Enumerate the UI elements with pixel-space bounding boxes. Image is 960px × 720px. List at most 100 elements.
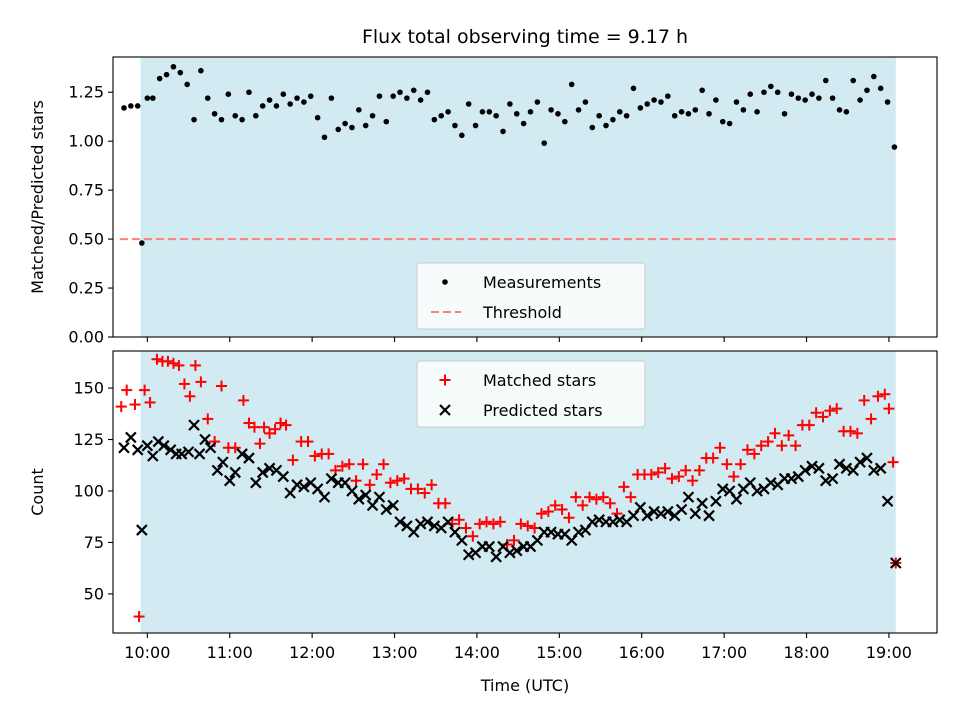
matched-star-point [336, 460, 348, 472]
matched-star-point [728, 471, 740, 483]
predicted-star-point [263, 462, 276, 475]
measurement-point [829, 95, 836, 101]
matched-star-point [195, 376, 207, 388]
matched-star-point [851, 427, 863, 439]
x-stroke-b [703, 509, 715, 522]
x-stroke-b [141, 439, 154, 452]
x-stroke-b [483, 540, 496, 553]
matched-star-point [529, 522, 541, 534]
predicted-star-point [662, 505, 674, 518]
x-stroke-b [158, 439, 170, 452]
measurement-point [665, 93, 671, 99]
x-stroke-b [223, 474, 236, 487]
matched-star-point [426, 479, 438, 491]
bottom-panel: 10:00 11:00 12:00 13:00 14:00 15:00 16:00 17:00… [73, 350, 938, 662]
plot-frame [112, 56, 938, 338]
measurement-point [349, 124, 355, 131]
x-stroke-b [131, 444, 144, 456]
x-stroke-b [229, 466, 242, 479]
measurement-point [177, 69, 184, 76]
predicted-star-point [607, 516, 619, 528]
measurement-point [575, 107, 582, 113]
matched-star-point [803, 419, 815, 431]
x-tick-label: 17:00 [701, 643, 747, 662]
measurement-point [280, 91, 287, 98]
x-stroke-b [211, 464, 224, 477]
predicted-star-point [826, 472, 839, 485]
measurement-point [486, 109, 493, 115]
predicted-star-point [229, 466, 242, 479]
matched-star-point [453, 514, 465, 526]
matched-star-point [755, 440, 767, 452]
x-stroke-b [890, 557, 902, 569]
x-stroke-b [387, 499, 399, 512]
predicted-star-point [325, 472, 338, 485]
y-tick-label: 75 [84, 533, 104, 552]
measurement-point [864, 87, 870, 94]
x-stroke-b [861, 452, 873, 464]
predicted-star-point [188, 419, 200, 431]
x-stroke-b [125, 431, 137, 444]
chart-title: Flux total observing time = 9.17 h [362, 26, 688, 48]
matched-star-point [275, 417, 287, 429]
matched-star-point [398, 473, 410, 485]
x-stroke-b [497, 540, 509, 553]
measurement-point [719, 118, 726, 125]
matched-star-point [467, 530, 479, 542]
x-stroke-b [799, 464, 811, 477]
matched-star-point [515, 518, 527, 530]
predicted-star-point [833, 458, 846, 470]
x-stroke-b [696, 497, 708, 510]
measurement-point [761, 89, 767, 96]
predicted-star-point [710, 495, 722, 508]
matched-star-point [522, 520, 534, 532]
predicted-star-point [861, 452, 873, 464]
predicted-star-point [716, 483, 729, 495]
matched-star-point [748, 448, 760, 460]
x-stroke-b [339, 476, 351, 489]
measurement-point [424, 89, 431, 96]
measurement-point [376, 93, 383, 99]
predicted-star-point [462, 549, 475, 561]
measurement-point [637, 105, 644, 111]
x-stroke-b [710, 495, 722, 508]
measurement-point [139, 240, 145, 246]
matched-star-point [229, 442, 241, 454]
predicted-star-point [819, 474, 832, 487]
matched-star-point [549, 499, 561, 511]
matched-star-point [129, 399, 141, 411]
measurement-point [493, 112, 499, 119]
matched-star-point [721, 458, 733, 470]
legend-box [416, 360, 646, 428]
predicted-star-point [545, 526, 557, 538]
x-stroke-b [318, 491, 331, 503]
measurement-point [589, 124, 596, 131]
measurement-point [232, 112, 239, 119]
measurement-point [307, 93, 314, 99]
measurement-point [671, 112, 678, 119]
matched-star-point [460, 522, 472, 534]
predicted-star-point [696, 497, 708, 510]
measurement-point [287, 101, 293, 107]
matched-star-point [883, 403, 895, 415]
predicted-star-point [785, 472, 798, 485]
matched-star-point [287, 454, 299, 466]
measurement-point [850, 77, 857, 84]
matched-star-point [248, 421, 260, 433]
predicted-star-point [118, 441, 130, 454]
measurement-point [699, 87, 705, 94]
measurement-point [740, 107, 747, 113]
measurement-point [266, 97, 273, 103]
predicted-star-point [881, 495, 894, 508]
x-stroke-b [785, 472, 798, 485]
predicted-star-point [868, 464, 880, 477]
matched-star-point [350, 475, 362, 487]
predicted-star-point [572, 526, 585, 538]
measurement-point [204, 95, 211, 101]
matched-star-point [323, 448, 335, 460]
matched-star-point [597, 491, 609, 503]
matched-star-point [237, 394, 249, 406]
x-stroke-b [353, 493, 365, 505]
bottom-y-axis-label: Count [28, 468, 47, 516]
matched-star-point [844, 425, 856, 437]
